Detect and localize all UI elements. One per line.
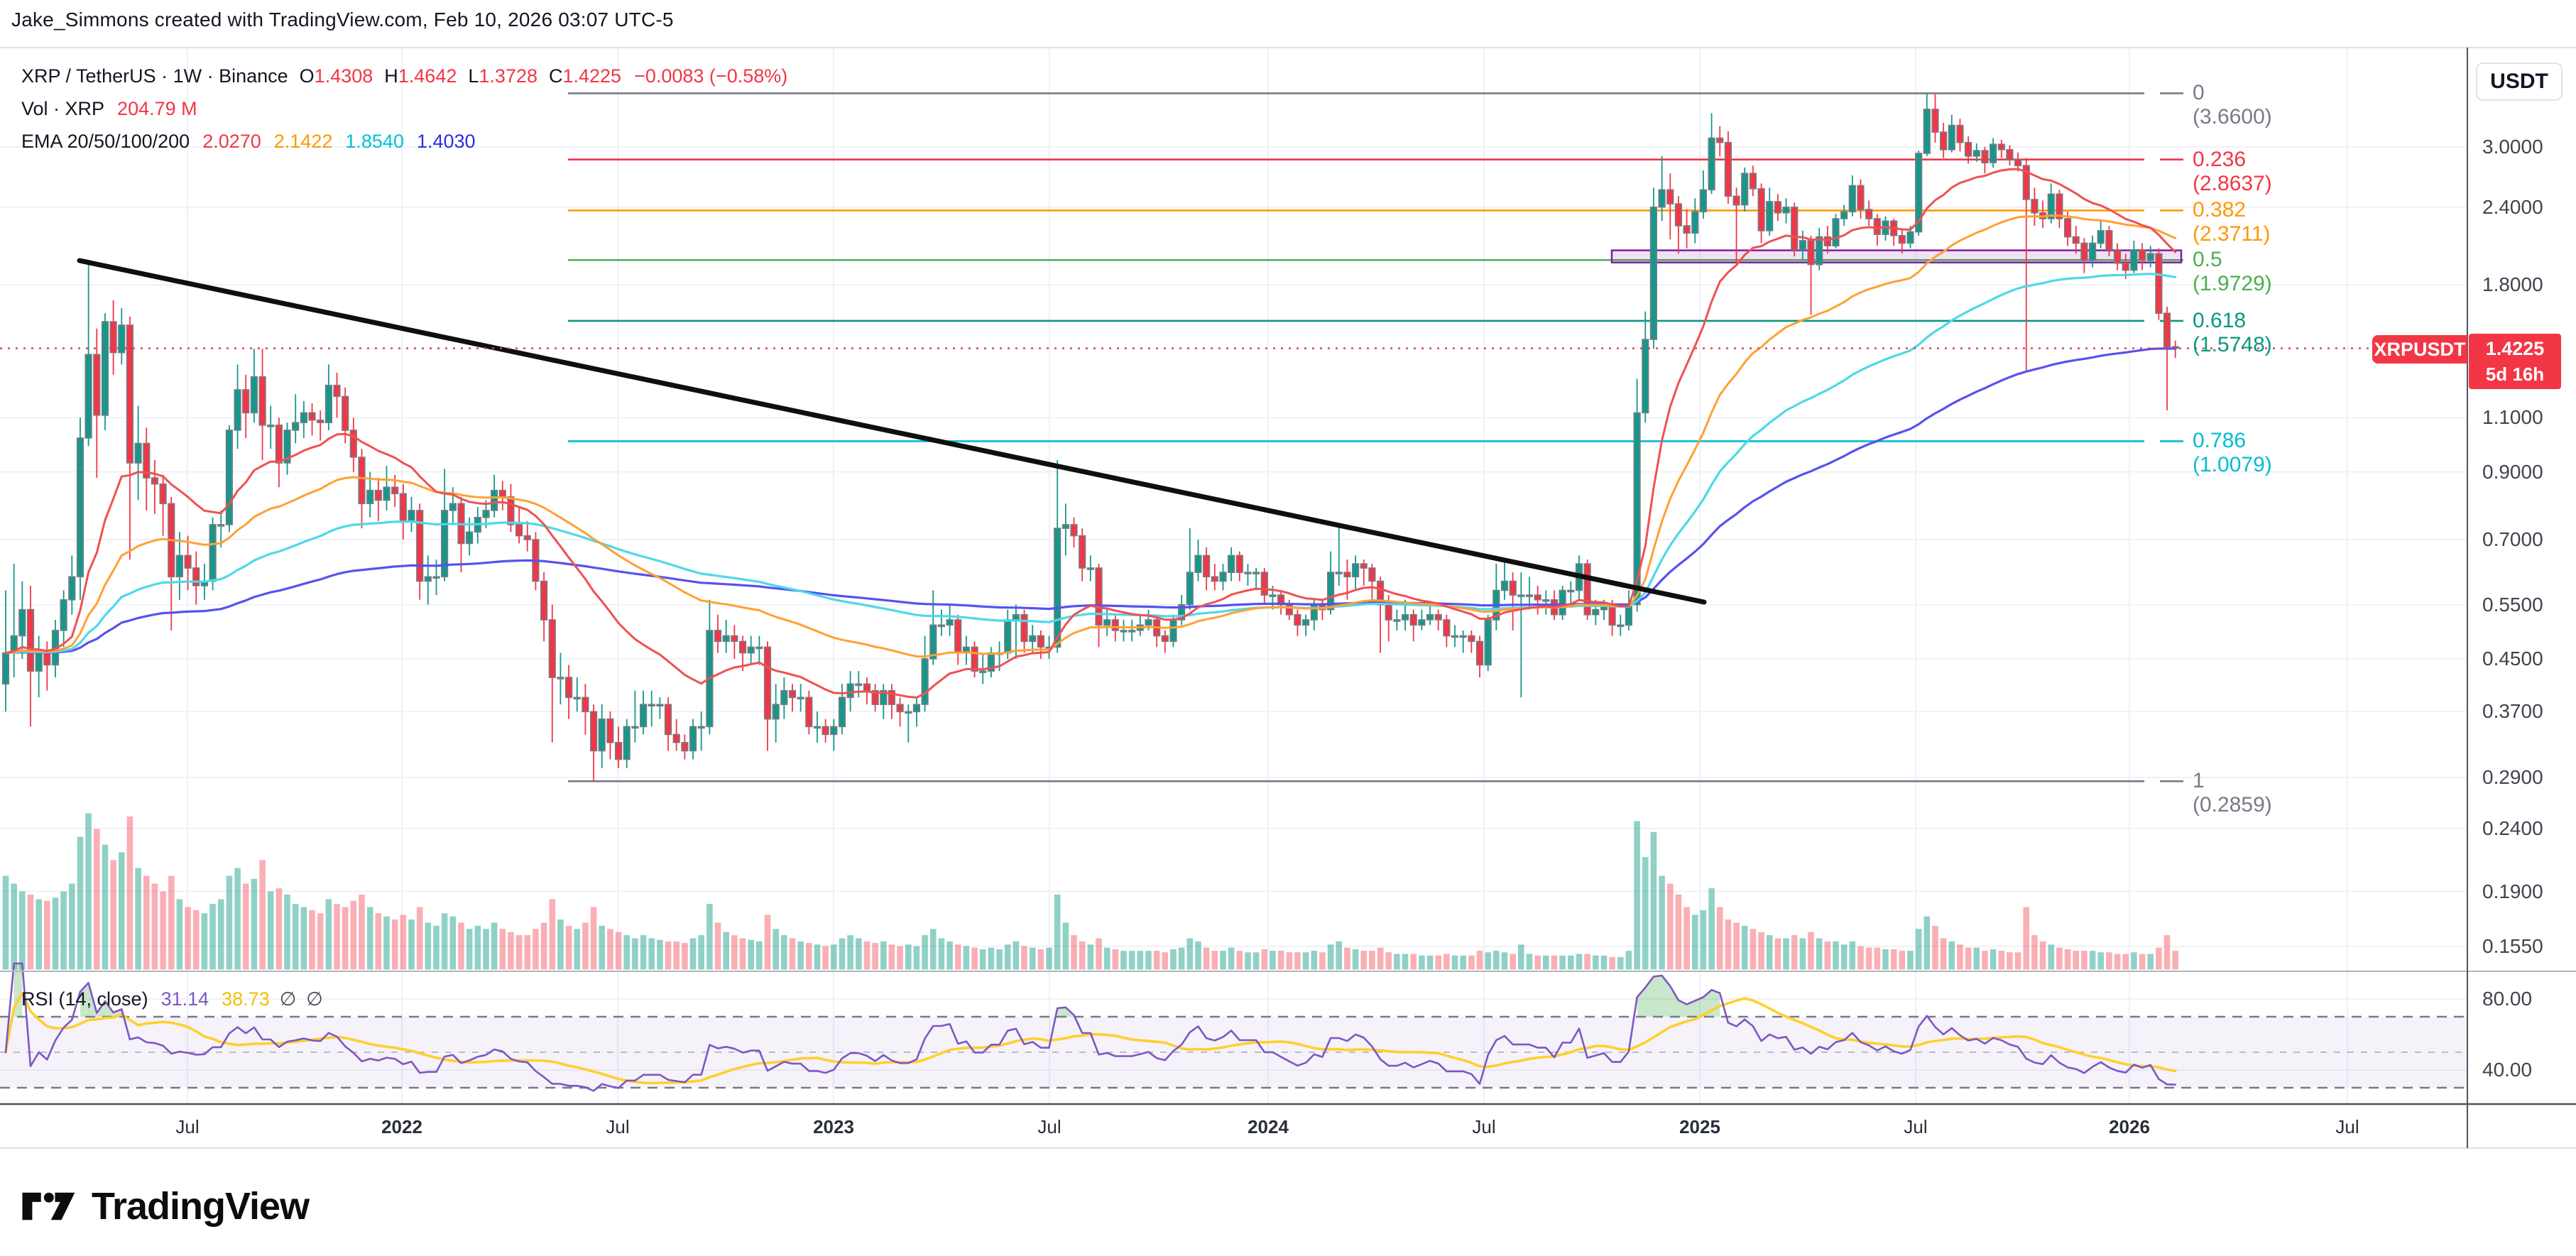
last-price-axis-label: 1.4225 5d 16h [2469,334,2561,389]
tradingview-logo-text: TradingView [92,1185,310,1228]
volume-legend-row[interactable]: Vol · XRP 204.79 M [21,98,197,120]
bar-countdown: 5d 16h [2485,364,2545,385]
price-axis-label: 1.8000 [2482,273,2543,295]
ema20-value: 2.0270 [202,131,261,152]
last-price-value: 1.4225 [2485,338,2545,359]
fib-level-label: 0.236 (2.8637) [2193,148,2272,195]
fib-level-label: 0 (3.6600) [2193,81,2272,129]
currency-toggle-button[interactable]: USDT [2476,62,2563,101]
price-axis-label: 0.1550 [2482,935,2543,957]
rsi-band-empty-icon: ∅ [306,988,323,1010]
rsi-label: RSI (14, close) [21,988,148,1010]
time-axis-label: 2023 [813,1116,854,1137]
price-axis-label: 0.7000 [2482,528,2543,550]
fib-level-label: 1 (0.2859) [2193,769,2272,817]
fib-level-label: 0.5 (1.9729) [2193,248,2272,295]
fib-level-label: 0.786 (1.0079) [2193,429,2272,476]
rsi-legend-row[interactable]: RSI (14, close) 31.14 38.73 ∅ ∅ [21,988,323,1010]
price-axis-label: 0.4500 [2482,648,2543,670]
time-axis-label: Jul [2335,1116,2359,1137]
ema100-value: 1.8540 [345,131,404,152]
time-axis-label: 2026 [2109,1116,2150,1137]
tradingview-logo-icon [22,1192,75,1220]
high-label: H [384,65,398,87]
price-axis-label: 0.5500 [2482,594,2543,616]
time-axis-label: Jul [1904,1116,1928,1137]
symbol-price-tag: XRPUSDT [2372,335,2467,364]
time-axis-label: Jul [175,1116,200,1137]
ema50-value: 2.1422 [273,131,333,152]
open-label: O [299,65,315,87]
fib-level-label: 0.382 (2.3711) [2193,198,2271,246]
ema200-value: 1.4030 [416,131,476,152]
ema-legend-row[interactable]: EMA 20/50/100/200 2.0270 2.1422 1.8540 1… [21,131,476,153]
price-axis-label: 0.9000 [2482,461,2543,483]
close-value: 1.4225 [562,65,622,87]
low-value: 1.3728 [479,65,537,87]
time-axis-label: 2024 [1248,1116,1289,1137]
ema-label: EMA 20/50/100/200 [21,131,190,152]
close-label: C [548,65,563,87]
rsi-band-empty-icon: ∅ [279,988,297,1010]
tradingview-logo[interactable]: TradingView [21,1184,310,1228]
symbol-title: XRP / TetherUS · 1W · Binance [21,65,288,87]
volume-value: 204.79 M [117,98,197,119]
rsi-axis-label: 80.00 [2482,988,2533,1010]
time-axis-label: 2022 [381,1116,422,1137]
price-axis-label: 3.0000 [2482,136,2543,158]
price-axis-label: 0.2400 [2482,817,2543,839]
low-label: L [468,65,479,87]
open-value: 1.4308 [314,65,373,87]
change-value: −0.0083 (−0.58%) [634,65,788,87]
price-axis-label: 2.4000 [2482,196,2543,218]
price-axis-label: 1.1000 [2482,406,2543,428]
attribution-header: Jake_Simmons created with TradingView.co… [11,9,674,31]
rsi-value: 31.14 [160,988,209,1010]
time-axis-label: Jul [1472,1116,1496,1137]
price-axis-label: 0.3700 [2482,700,2543,722]
high-value: 1.4642 [398,65,457,87]
time-axis-label: 2025 [1679,1116,1720,1137]
rsi-ma-value: 38.73 [222,988,270,1010]
time-axis-label: Jul [1037,1116,1061,1137]
time-axis[interactable] [0,1105,2467,1147]
time-axis-label: Jul [606,1116,630,1137]
price-axis-label: 0.1900 [2482,880,2543,902]
fib-level-label: 0.618 (1.5748) [2193,309,2272,356]
rsi-axis-label: 40.00 [2482,1059,2533,1081]
volume-label: Vol · XRP [21,98,105,119]
price-axis-label: 0.2900 [2482,766,2543,788]
